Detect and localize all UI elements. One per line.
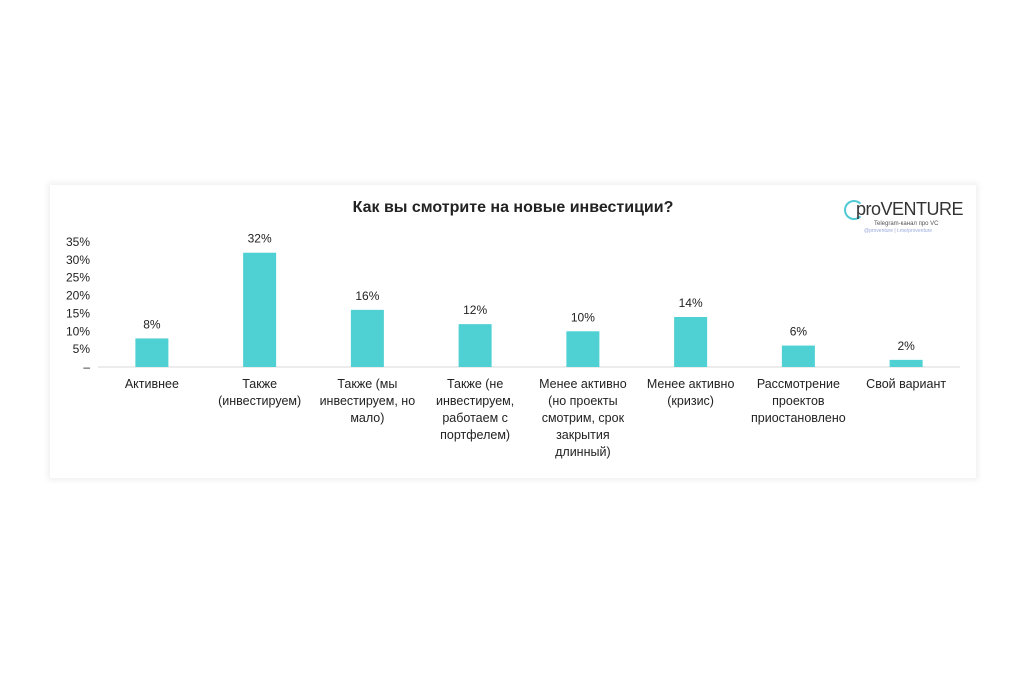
y-tick-label: 5% xyxy=(73,342,91,356)
bar-chart: 35% 30% 25% 20% 15% 10% 5% – 8% 32% 16% 12% 10% 14% 6%… xyxy=(66,232,960,374)
category-label: Также (инвестируем) xyxy=(218,377,302,408)
bar xyxy=(674,317,708,367)
bar xyxy=(350,309,384,367)
y-tick-label: – xyxy=(83,360,90,374)
category-label: Рассмотрение проектов приостановлено xyxy=(750,377,846,425)
proventure-logo: proVENTURE Telegram-канал про VC @proven… xyxy=(844,197,964,237)
y-tick-label: 20% xyxy=(66,289,90,303)
bar-value-label: 32% xyxy=(248,232,272,246)
logo-brand: proVENTURE xyxy=(856,199,964,219)
bar-value-label: 2% xyxy=(897,339,915,353)
category-label: Менее активно (кризис) xyxy=(646,377,735,408)
bar-value-label: 6% xyxy=(790,325,808,339)
y-tick-label: 30% xyxy=(66,253,90,267)
category-label: Свой вариант xyxy=(866,377,947,391)
chart-card: Как вы смотрите на новые инвестиции? pro… xyxy=(50,185,976,478)
bar-value-label: 10% xyxy=(571,310,595,324)
y-tick-label: 35% xyxy=(66,235,90,249)
bar-value-label: 8% xyxy=(143,317,161,331)
bar xyxy=(566,331,600,367)
bar xyxy=(781,345,815,367)
bar-value-label: 12% xyxy=(463,303,487,317)
logo-subtitle: Telegram-канал про VC xyxy=(874,221,939,227)
y-tick-label: 25% xyxy=(66,271,90,285)
y-tick-label: 10% xyxy=(66,324,90,338)
y-tick-label: 15% xyxy=(66,306,90,320)
logo-circle-icon xyxy=(844,200,864,220)
logo-handle: @proventure | t.me/proventure xyxy=(864,228,933,234)
category-label: Менее активно (но проекты смотрим, срок … xyxy=(539,377,627,459)
bar xyxy=(135,338,169,367)
chart-title: Как вы смотрите на новые инвестиции? xyxy=(352,199,674,216)
bar xyxy=(889,359,923,367)
bar xyxy=(458,324,492,367)
bar-value-label: 16% xyxy=(355,289,379,303)
category-label: Также (не инвестируем, работаем с портфе… xyxy=(436,377,515,442)
bar xyxy=(243,252,277,367)
bar-value-label: 14% xyxy=(679,296,703,310)
category-label: Также (мы инвестируем, но мало) xyxy=(319,377,416,425)
category-label: Активнее xyxy=(124,377,179,391)
